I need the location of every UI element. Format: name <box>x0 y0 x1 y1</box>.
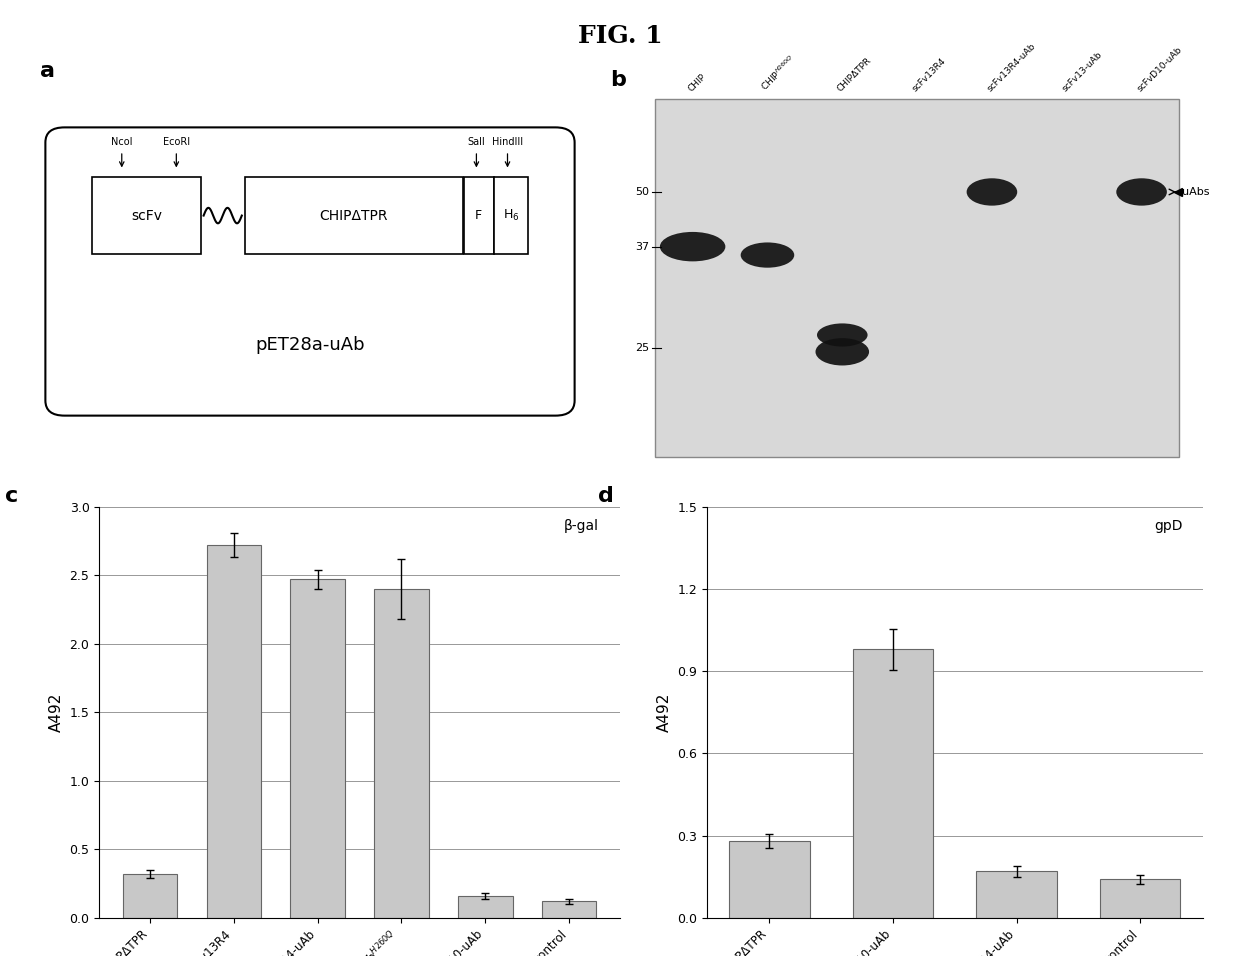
Text: SalI: SalI <box>467 137 485 147</box>
Ellipse shape <box>1116 178 1167 206</box>
Bar <box>853 649 934 918</box>
Text: 25: 25 <box>635 342 650 353</box>
Y-axis label: A492: A492 <box>48 692 64 732</box>
Bar <box>729 841 810 918</box>
Text: scFv: scFv <box>131 208 161 223</box>
Text: CHIPΔTPR: CHIPΔTPR <box>836 55 873 93</box>
FancyBboxPatch shape <box>46 127 574 416</box>
FancyBboxPatch shape <box>244 177 463 254</box>
Text: CHIP$^{H260Q}$: CHIP$^{H260Q}$ <box>759 53 799 93</box>
Text: β-gal: β-gal <box>564 519 599 533</box>
Text: 37: 37 <box>635 242 650 251</box>
Y-axis label: A492: A492 <box>656 692 672 732</box>
Bar <box>458 896 512 918</box>
FancyBboxPatch shape <box>92 177 201 254</box>
Text: F: F <box>475 209 482 222</box>
Text: HindIII: HindIII <box>492 137 523 147</box>
FancyBboxPatch shape <box>464 177 494 254</box>
Text: NcoI: NcoI <box>112 137 133 147</box>
Text: b: b <box>610 70 626 90</box>
Text: a: a <box>40 61 55 80</box>
FancyBboxPatch shape <box>494 177 528 254</box>
Text: FIG. 1: FIG. 1 <box>578 24 662 48</box>
Bar <box>290 579 345 918</box>
Text: H$_6$: H$_6$ <box>502 208 520 223</box>
Text: scFv13R4: scFv13R4 <box>910 56 947 93</box>
Text: scFv13-uAb: scFv13-uAb <box>1060 50 1104 93</box>
Text: 50: 50 <box>635 187 650 197</box>
Text: EcoRI: EcoRI <box>162 137 190 147</box>
Bar <box>655 99 1179 457</box>
Ellipse shape <box>816 338 869 365</box>
Bar <box>207 545 262 918</box>
Ellipse shape <box>660 232 725 261</box>
Text: gpD: gpD <box>1154 519 1183 533</box>
Ellipse shape <box>817 323 868 347</box>
Text: d: d <box>598 486 614 506</box>
Bar <box>1100 880 1180 918</box>
Bar <box>123 874 177 918</box>
Text: CHIP: CHIP <box>686 72 708 93</box>
Bar <box>976 871 1056 918</box>
Text: c: c <box>5 486 19 506</box>
Text: scFv13R4-uAb: scFv13R4-uAb <box>986 41 1038 93</box>
Ellipse shape <box>740 243 795 268</box>
Text: CHIPΔTPR: CHIPΔTPR <box>320 208 388 223</box>
Bar <box>374 589 429 918</box>
Bar <box>542 902 596 918</box>
Text: uAbs: uAbs <box>1182 187 1209 197</box>
Text: scFvD10-uAb: scFvD10-uAb <box>1135 45 1183 93</box>
Text: pET28a-uAb: pET28a-uAb <box>255 336 365 354</box>
Ellipse shape <box>967 178 1017 206</box>
